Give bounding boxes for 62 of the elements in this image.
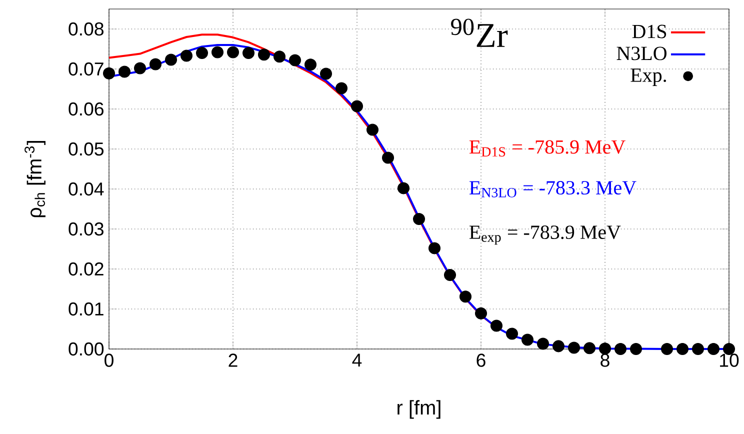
point — [692, 342, 704, 355]
legend-label: D1S — [632, 24, 666, 38]
point — [568, 342, 580, 354]
point — [103, 67, 116, 80]
annotation: E$_{D1S}$ = -785.9 MeV — [469, 140, 626, 157]
point — [227, 46, 240, 58]
point — [150, 58, 162, 70]
point — [165, 54, 178, 66]
legend-label: Exp. — [630, 68, 666, 86]
legend-label: N3LO — [616, 46, 666, 60]
x-tick-label: 4 — [352, 354, 362, 367]
point — [521, 334, 534, 346]
point — [552, 340, 564, 352]
annotation: $^{90}$Zr — [451, 18, 508, 47]
point — [630, 342, 642, 355]
point — [676, 342, 688, 355]
x-axis-title: r [fm] — [398, 400, 440, 419]
point — [366, 124, 379, 136]
y-tick-label: 0.07 — [68, 62, 104, 76]
x-tick-label: 0 — [104, 354, 114, 367]
point — [336, 82, 348, 94]
y-tick-label: 0.05 — [68, 142, 104, 156]
point — [118, 66, 131, 78]
y-tick-label: 0.01 — [68, 302, 104, 316]
point — [614, 342, 626, 355]
y-tick-label: 0.03 — [68, 222, 104, 236]
x-tick-label: 2 — [228, 354, 238, 367]
point — [707, 342, 720, 355]
point — [413, 212, 426, 225]
point — [506, 328, 518, 340]
y-tick-label: 0.02 — [68, 262, 104, 276]
point — [351, 100, 363, 112]
point — [304, 58, 317, 71]
x-tick-label: 10 — [720, 354, 739, 367]
point — [536, 338, 549, 350]
point — [660, 342, 673, 355]
annotation: E$_{exp}$ = -783.9 MeV — [469, 226, 621, 245]
point — [598, 342, 611, 355]
point — [134, 62, 146, 74]
point — [212, 46, 224, 58]
x-tick-label: 6 — [476, 354, 486, 367]
point — [428, 242, 441, 254]
point — [444, 268, 456, 281]
point — [273, 50, 286, 63]
y-tick-label: 0.08 — [68, 22, 104, 36]
point — [320, 68, 332, 80]
point — [258, 48, 270, 61]
y-tick-label: 0.04 — [68, 182, 104, 196]
y-axis-title: ρ$_{ch}$ [fm$^{-3}$] — [24, 141, 46, 218]
point — [180, 50, 193, 62]
y-tick-label: 0.00 — [68, 342, 104, 356]
y-tick-label: 0.06 — [68, 102, 104, 116]
annotation: E$_{N3LO}$ = -783.3 MeV — [469, 181, 636, 198]
point — [242, 47, 255, 60]
point — [583, 342, 596, 354]
point — [196, 47, 208, 60]
point — [474, 307, 488, 320]
point — [382, 152, 394, 164]
point — [490, 320, 503, 332]
point — [459, 290, 472, 303]
point — [288, 54, 302, 66]
point — [398, 182, 410, 194]
